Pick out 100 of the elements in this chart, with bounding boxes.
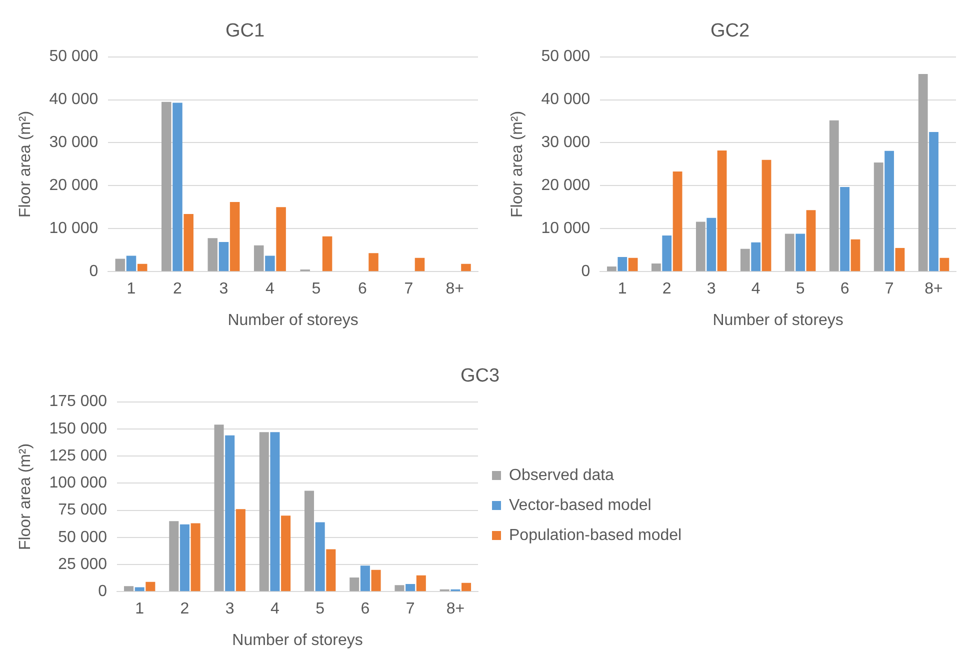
bar — [304, 490, 314, 592]
x-tick-label: 5 — [316, 600, 325, 618]
bar — [368, 253, 378, 272]
x-tick-label: 1 — [126, 280, 136, 298]
legend-label: Population-based model — [509, 526, 682, 544]
y-tick-label: 20 000 — [541, 177, 590, 194]
bar — [850, 239, 860, 272]
x-tick-label: 2 — [662, 280, 672, 298]
bar — [918, 74, 928, 272]
bar — [884, 150, 894, 272]
bar — [784, 234, 794, 272]
bar — [281, 516, 291, 592]
x-tick-label: 2 — [173, 280, 182, 298]
bar — [115, 258, 126, 272]
y-tick-label: 0 — [98, 583, 108, 600]
bar — [874, 162, 884, 272]
y-tick-label: 50 000 — [58, 528, 108, 546]
x-tick-label: 4 — [751, 280, 760, 298]
bar — [607, 266, 616, 272]
bar — [190, 523, 200, 592]
x-tick-label: 2 — [180, 600, 190, 618]
y-axis-title: Floor area (m²) — [509, 110, 526, 218]
bar — [169, 521, 179, 592]
y-axis-title: Floor area (m²) — [17, 443, 34, 550]
bar — [350, 578, 360, 592]
x-tick-label: 8+ — [446, 600, 465, 618]
y-tick-label: 175 000 — [49, 393, 108, 410]
x-tick-label: 6 — [358, 280, 367, 298]
x-tick-label: 3 — [706, 280, 716, 298]
legend-label: Observed data — [509, 466, 614, 484]
bar — [461, 264, 471, 272]
bar — [146, 582, 156, 592]
bar — [696, 222, 706, 272]
bar — [315, 522, 325, 592]
bar — [416, 575, 426, 592]
bar — [180, 524, 190, 592]
y-tick-label: 100 000 — [49, 474, 108, 492]
y-tick-label: 125 000 — [49, 447, 108, 464]
bar — [662, 236, 672, 272]
bar — [796, 234, 806, 272]
bar — [322, 236, 332, 272]
bar — [360, 566, 370, 592]
chart-title: GC2 — [710, 20, 750, 42]
x-axis-title: Number of storeys — [232, 632, 363, 649]
bar — [254, 245, 264, 272]
x-tick-label: 6 — [840, 280, 850, 298]
chart-title: GC3 — [460, 366, 500, 387]
bar — [672, 172, 682, 272]
bar — [740, 248, 750, 272]
bar — [208, 238, 218, 272]
bar — [172, 102, 182, 272]
y-tick-label: 40 000 — [541, 91, 590, 108]
bar — [124, 586, 134, 592]
y-tick-label: 0 — [581, 263, 590, 280]
bar — [137, 264, 148, 272]
bar — [762, 160, 772, 272]
bar — [236, 509, 246, 592]
bar — [406, 584, 416, 592]
x-tick-label: 4 — [270, 600, 280, 618]
bar — [706, 218, 716, 272]
x-axis-title: Number of storeys — [712, 312, 844, 329]
bar — [225, 435, 235, 592]
y-tick-label: 30 000 — [49, 134, 98, 152]
x-tick-label: 7 — [406, 600, 415, 618]
bar — [270, 432, 280, 592]
y-tick-label: 0 — [89, 263, 98, 280]
x-tick-label: 7 — [404, 280, 414, 298]
y-tick-label: 50 000 — [49, 48, 98, 66]
y-tick-label: 20 000 — [49, 177, 98, 194]
bar — [184, 214, 194, 272]
bar — [618, 256, 628, 272]
x-tick-label: 5 — [312, 280, 321, 298]
bar — [929, 132, 938, 272]
x-tick-label: 7 — [884, 280, 894, 298]
bar — [717, 150, 727, 272]
x-axis-title: Number of storeys — [228, 312, 358, 329]
bar — [751, 242, 761, 272]
y-tick-label: 75 000 — [58, 502, 108, 519]
bar — [806, 210, 816, 272]
bar — [134, 587, 144, 592]
bar — [230, 202, 240, 272]
y-tick-label: 50 000 — [541, 48, 590, 66]
x-tick-label: 8+ — [924, 280, 943, 298]
y-tick-label: 30 000 — [541, 134, 590, 152]
bar — [628, 258, 638, 272]
bar — [371, 570, 381, 592]
bar — [940, 258, 950, 272]
y-tick-label: 10 000 — [49, 220, 98, 238]
bar — [829, 120, 839, 272]
x-tick-label: 6 — [360, 600, 370, 618]
y-axis-title: Floor area (m²) — [17, 110, 34, 218]
bar — [126, 256, 136, 272]
x-tick-label: 1 — [618, 280, 627, 298]
y-tick-label: 150 000 — [49, 420, 108, 438]
y-tick-label: 40 000 — [49, 91, 98, 108]
bar — [462, 582, 472, 592]
bar — [394, 585, 404, 592]
bar — [895, 248, 905, 272]
chart-title: GC1 — [225, 20, 265, 42]
bar — [840, 186, 850, 272]
